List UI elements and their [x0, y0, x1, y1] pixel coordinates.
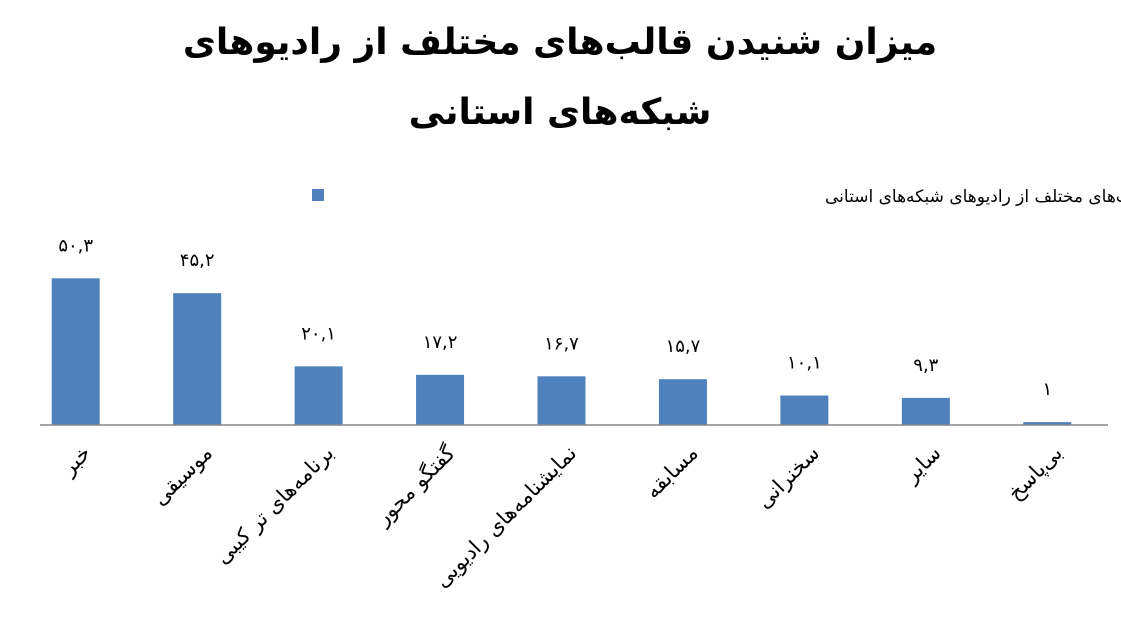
x-tick-label: مسابقه	[640, 441, 702, 503]
data-label: ۵۰,۳	[58, 235, 93, 256]
data-label: ۹,۳	[913, 355, 938, 376]
legend-swatch	[312, 189, 324, 201]
data-label: ۱	[1042, 379, 1052, 400]
x-tick-label: گفتگو محور	[370, 441, 460, 531]
x-tick-label: خبر	[56, 441, 96, 481]
bar	[658, 379, 707, 425]
data-label: ۴۵,۲	[180, 250, 215, 271]
chart-title: میزان شنیدن قالب‌های مختلف از رادیوهای ش…	[182, 22, 938, 133]
data-label: ۲۰,۱	[301, 323, 336, 344]
data-label: ۱۰,۱	[787, 353, 822, 374]
legend-label: میزان شنیدن قالب‌های مختلف از رادیوهای ش…	[825, 187, 1121, 207]
x-tick-label: بی‌پاسخ	[1003, 441, 1067, 505]
data-label: ۱۶,۷	[544, 333, 579, 354]
bar	[537, 376, 586, 425]
bar	[294, 366, 343, 425]
x-tick-label: برنامه‌های تر کیبی	[210, 441, 338, 569]
bar	[780, 395, 829, 425]
bar	[173, 293, 222, 425]
bar	[51, 278, 100, 425]
data-label: ۱۵,۷	[666, 336, 701, 357]
bar	[1023, 422, 1072, 425]
x-tick-label: موسیقی	[148, 441, 217, 510]
bar	[901, 397, 950, 425]
data-label: ۱۷,۲	[423, 332, 458, 353]
x-tick-label: سخنرانی	[752, 441, 824, 513]
bar	[416, 374, 465, 425]
x-tick-label: سایر	[899, 441, 946, 488]
